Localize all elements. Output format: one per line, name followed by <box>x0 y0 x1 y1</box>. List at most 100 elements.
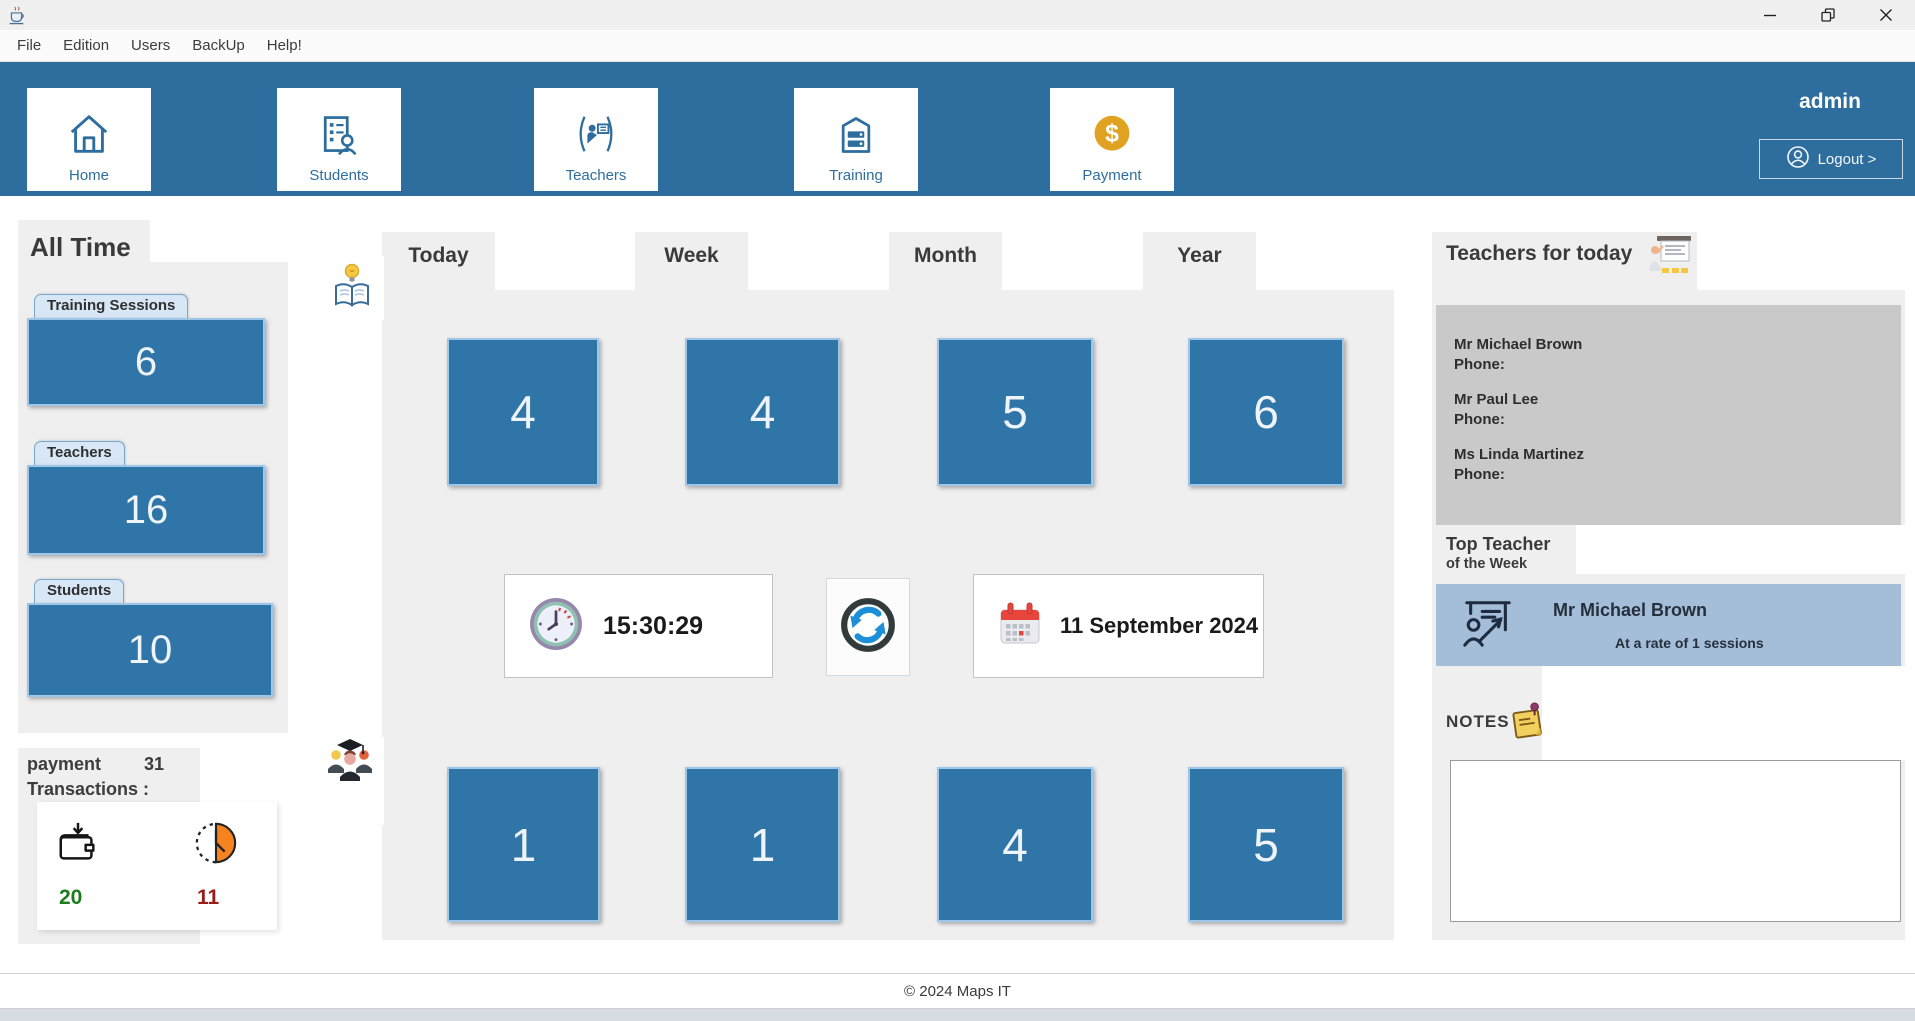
payments-received-value: 20 <box>59 886 83 909</box>
training-button[interactable]: Training <box>794 88 918 191</box>
logout-label: Logout > <box>1817 150 1877 168</box>
right-panel-gap <box>1697 232 1905 290</box>
payments-pending-value: 11 <box>197 886 220 909</box>
teacher-list-item: Mr Paul Lee Phone: <box>1454 390 1889 430</box>
payment-button[interactable]: $ Payment <box>1050 88 1174 191</box>
sessions-week-tile: 4 <box>685 338 840 486</box>
stat-value-training-sessions: 6 <box>134 339 158 384</box>
pending-clock-icon <box>193 820 239 871</box>
top-teacher-name: Mr Michael Brown <box>1553 599 1708 620</box>
tab-year: Year <box>1177 244 1222 267</box>
training-building-icon <box>834 113 878 162</box>
tab-gap <box>748 232 889 290</box>
tab-month: Month <box>914 244 977 267</box>
sessions-month-tile: 5 <box>937 338 1093 486</box>
date-box: 11 September 2024 <box>973 574 1264 678</box>
tab-today: Today <box>408 244 469 267</box>
clock-box: 15:30:29 <box>504 574 773 678</box>
teacher-list-item: Ms Linda Martinez Phone: <box>1454 445 1889 485</box>
students-week-tile: 1 <box>685 767 840 922</box>
stat-label-teachers: Teachers <box>34 441 125 466</box>
sessions-week-value: 4 <box>749 386 776 438</box>
teacher-phone-label: Phone: <box>1454 356 1505 373</box>
payments-card: 20 11 <box>37 802 277 930</box>
user-circle-icon <box>1786 145 1810 173</box>
teacher-phone-label: Phone: <box>1454 411 1505 428</box>
teachers-today-list: Mr Michael Brown Phone: Mr Paul Lee Phon… <box>1436 305 1901 525</box>
payments-label: payment <box>27 754 102 774</box>
teachers-today-title: Teachers for today <box>1446 242 1633 265</box>
menu-file[interactable]: File <box>17 37 42 54</box>
home-icon <box>66 111 112 162</box>
sticky-note-icon <box>1508 700 1546 747</box>
refresh-button[interactable] <box>826 578 910 676</box>
payments-count: 31 <box>144 754 165 774</box>
java-cup-icon <box>8 6 25 25</box>
students-month-tile: 4 <box>937 767 1093 922</box>
top-teacher-subtitle: of the Week <box>1446 556 1528 572</box>
top-teacher-title: Top Teacher <box>1446 534 1551 554</box>
right-panel-gap <box>1542 666 1905 760</box>
training-label: Training <box>829 167 883 184</box>
teacher-presenting-icon <box>573 111 619 162</box>
teachers-button[interactable]: Teachers <box>534 88 658 191</box>
book-lightbulb-icon <box>328 262 376 315</box>
menu-help[interactable]: Help! <box>266 37 302 54</box>
logout-button[interactable]: Logout > <box>1759 139 1903 179</box>
tab-gap <box>1256 232 1394 290</box>
wallet-deposit-icon <box>55 820 101 871</box>
stat-tile-students: 10 <box>27 603 273 697</box>
top-teacher-rate: At a rate of 1 sessions <box>1615 634 1764 651</box>
minimize-icon[interactable] <box>1741 0 1799 30</box>
stat-value-students: 10 <box>127 627 173 672</box>
students-button[interactable]: Students <box>277 88 401 191</box>
students-year-value: 5 <box>1253 818 1279 871</box>
graduates-group-icon <box>325 737 375 788</box>
bottom-strip <box>0 1009 1915 1021</box>
students-today-tile: 1 <box>447 767 600 922</box>
teacher-phone-label: Phone: <box>1454 466 1505 483</box>
teacher-name: Ms Linda Martinez <box>1454 446 1585 463</box>
teacher-name: Mr Michael Brown <box>1454 336 1583 353</box>
teacher-list-item: Mr Michael Brown Phone: <box>1454 335 1889 375</box>
title-bar <box>0 0 1915 30</box>
current-time: 15:30:29 <box>603 611 704 640</box>
students-today-value: 1 <box>510 818 537 871</box>
copyright-text: © 2024 Maps IT <box>904 982 1011 1000</box>
menu-edition[interactable]: Edition <box>63 37 110 54</box>
students-document-icon <box>317 113 361 162</box>
menu-backup[interactable]: BackUp <box>192 37 245 54</box>
sessions-today-tile: 4 <box>447 338 599 486</box>
students-week-value: 1 <box>749 818 776 871</box>
refresh-icon <box>839 596 897 659</box>
sessions-year-value: 6 <box>1253 386 1279 438</box>
notes-title: NOTES <box>1446 712 1510 731</box>
menu-users[interactable]: Users <box>131 37 171 54</box>
sessions-month-value: 5 <box>1002 386 1028 438</box>
presentation-board-icon <box>1461 595 1515 656</box>
students-row-marker <box>316 737 384 825</box>
top-teacher-card: Mr Michael Brown At a rate of 1 sessions <box>1436 584 1901 666</box>
close-icon[interactable] <box>1857 0 1915 30</box>
sessions-row-marker <box>320 256 384 320</box>
stat-label-training-sessions: Training Sessions <box>34 294 189 319</box>
payments-header: payment 31 Transactions : <box>27 752 164 802</box>
notes-input[interactable] <box>1450 760 1901 922</box>
stat-value-teachers: 16 <box>123 487 169 532</box>
teachers-label: Teachers <box>565 167 627 184</box>
sessions-today-value: 4 <box>510 386 536 438</box>
home-button[interactable]: Home <box>27 88 151 191</box>
calendar-icon <box>996 600 1044 653</box>
restore-icon[interactable] <box>1799 0 1857 30</box>
menu-bar: File Edition Users BackUp Help! <box>0 30 1915 62</box>
payment-label: Payment <box>1082 167 1142 184</box>
home-label: Home <box>68 167 109 184</box>
stat-label-students: Students <box>34 579 125 604</box>
stat-tile-training-sessions: 6 <box>27 318 265 406</box>
tab-week: Week <box>664 244 719 267</box>
svg-text:$: $ <box>1105 120 1119 147</box>
students-label: Students <box>309 167 369 184</box>
right-panel-gap <box>1576 525 1905 574</box>
logged-in-username: admin <box>1799 90 1861 113</box>
